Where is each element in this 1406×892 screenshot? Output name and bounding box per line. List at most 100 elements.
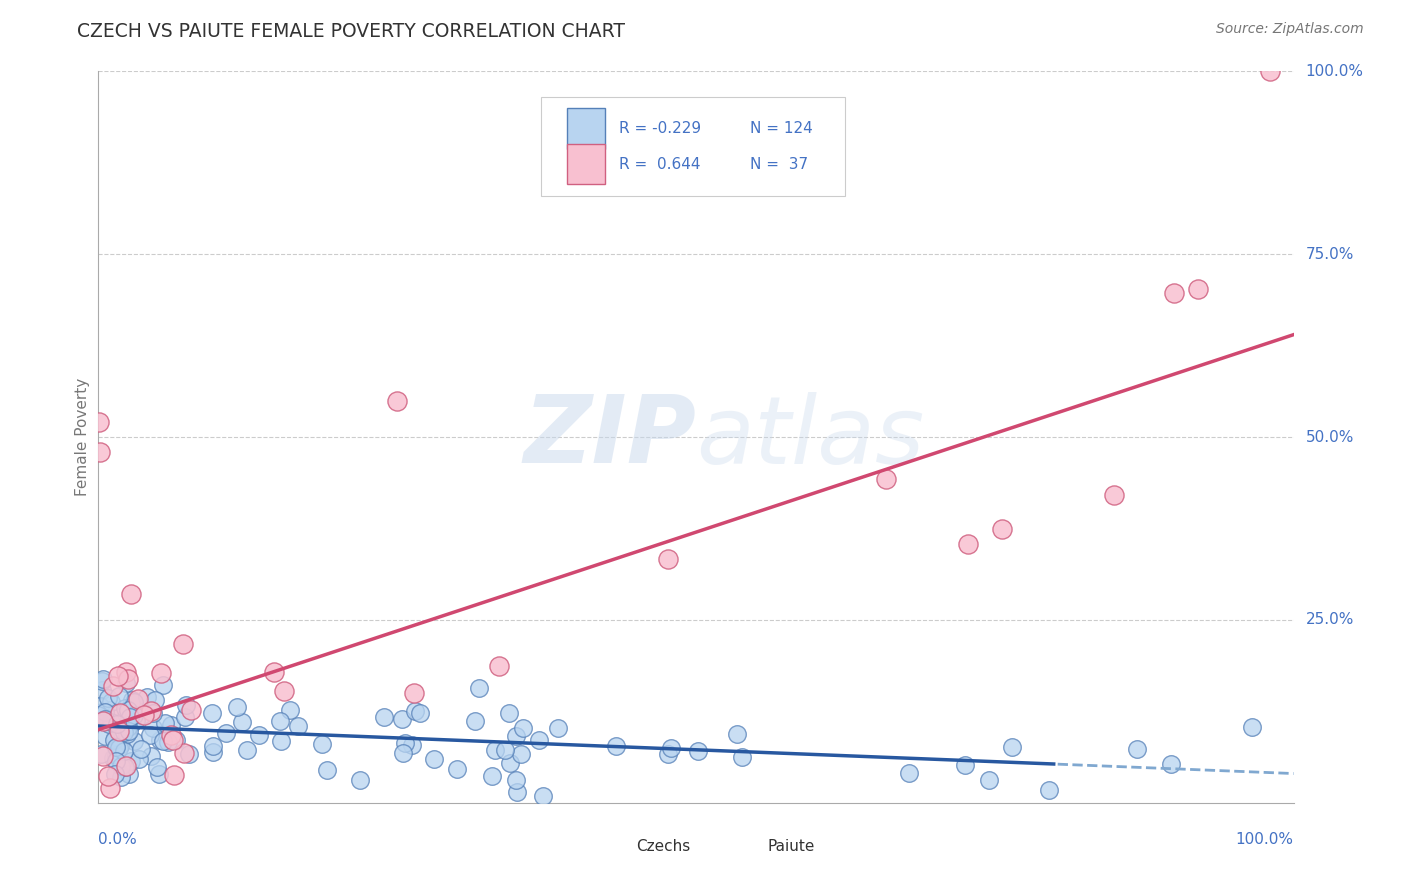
Point: [159, 718, 181, 732]
Point: [115, 665, 138, 679]
Point: [991, 522, 1014, 536]
Point: [94, 712, 117, 726]
Point: [263, 665, 285, 680]
Point: [1160, 757, 1182, 772]
Text: N =  37: N = 37: [749, 157, 808, 172]
Bar: [567, 145, 605, 185]
Point: [1001, 740, 1024, 755]
Point: [146, 760, 169, 774]
Text: 25.0%: 25.0%: [1306, 613, 1354, 627]
Text: R = -0.229: R = -0.229: [620, 121, 702, 136]
Point: [100, 695, 122, 709]
Point: [505, 729, 527, 743]
Point: [897, 766, 920, 780]
Point: [110, 770, 132, 784]
Point: [131, 741, 153, 756]
Point: [112, 725, 135, 739]
Point: [91, 682, 114, 697]
Point: [725, 727, 748, 741]
Point: [120, 710, 142, 724]
Point: [484, 743, 506, 757]
Point: [1240, 720, 1263, 734]
Point: [956, 537, 979, 551]
Point: [512, 721, 534, 735]
Point: [657, 552, 679, 566]
Point: [392, 746, 415, 760]
Point: [107, 689, 129, 703]
Point: [287, 719, 309, 733]
Point: [108, 706, 131, 721]
Point: [1258, 64, 1281, 78]
Point: [117, 672, 139, 686]
Text: 0.0%: 0.0%: [98, 832, 138, 847]
Point: [112, 744, 135, 758]
Point: [115, 676, 138, 690]
Point: [105, 716, 128, 731]
Point: [110, 737, 132, 751]
Point: [142, 721, 165, 735]
Point: [499, 756, 522, 770]
Point: [98, 717, 121, 731]
Point: [91, 672, 114, 686]
Point: [148, 767, 170, 781]
Point: [202, 745, 225, 759]
Point: [529, 732, 551, 747]
Point: [269, 714, 291, 728]
Point: [91, 714, 114, 728]
Point: [423, 751, 446, 765]
Point: [153, 716, 176, 731]
Point: [488, 659, 510, 673]
Bar: [567, 108, 605, 149]
Point: [118, 723, 141, 738]
Point: [142, 706, 165, 721]
Point: [114, 759, 136, 773]
Point: [91, 749, 114, 764]
Point: [117, 720, 139, 734]
Point: [97, 691, 120, 706]
Point: [531, 789, 554, 804]
Point: [149, 733, 172, 747]
Point: [117, 727, 139, 741]
Point: [114, 760, 136, 774]
Point: [1187, 282, 1209, 296]
Point: [157, 735, 180, 749]
Point: [657, 747, 679, 762]
Point: [96, 769, 118, 783]
Point: [118, 711, 141, 725]
Point: [506, 784, 529, 798]
Text: Source: ZipAtlas.com: Source: ZipAtlas.com: [1216, 22, 1364, 37]
Point: [174, 710, 197, 724]
Point: [498, 706, 520, 721]
Point: [138, 728, 160, 742]
Point: [201, 706, 224, 720]
Point: [98, 703, 121, 717]
Point: [1104, 488, 1126, 502]
Point: [468, 681, 491, 696]
Point: [236, 743, 259, 757]
Point: [1163, 285, 1185, 300]
Point: [105, 740, 128, 755]
Point: [509, 747, 531, 761]
Point: [108, 723, 131, 738]
Point: [494, 743, 516, 757]
Text: Paiute: Paiute: [768, 839, 815, 855]
Point: [686, 744, 709, 758]
Point: [180, 703, 202, 717]
Point: [121, 693, 143, 707]
FancyBboxPatch shape: [541, 97, 845, 195]
Point: [90, 674, 112, 689]
Point: [122, 733, 145, 747]
Point: [202, 739, 225, 754]
Point: [120, 755, 142, 769]
Text: 75.0%: 75.0%: [1306, 247, 1354, 261]
Point: [98, 781, 121, 796]
Point: [401, 738, 423, 752]
Bar: [733, 832, 762, 862]
Point: [1126, 742, 1149, 756]
Text: R =  0.644: R = 0.644: [620, 157, 702, 172]
Point: [90, 747, 112, 761]
Text: CZECH VS PAIUTE FEMALE POVERTY CORRELATION CHART: CZECH VS PAIUTE FEMALE POVERTY CORRELATI…: [77, 22, 626, 41]
Point: [231, 715, 253, 730]
Point: [103, 732, 125, 747]
Point: [149, 666, 172, 681]
